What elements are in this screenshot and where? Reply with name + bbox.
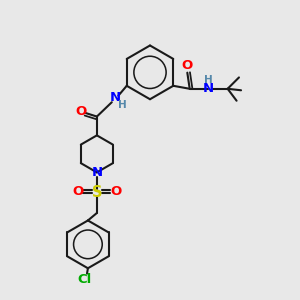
Text: N: N xyxy=(203,82,214,95)
Text: O: O xyxy=(110,185,121,198)
Text: Cl: Cl xyxy=(78,273,92,286)
Text: N: N xyxy=(110,91,121,104)
Text: O: O xyxy=(75,105,87,118)
Text: O: O xyxy=(72,185,84,198)
Text: N: N xyxy=(91,166,102,179)
Text: H: H xyxy=(118,100,127,110)
Text: S: S xyxy=(92,185,102,200)
Text: O: O xyxy=(182,59,193,72)
Text: H: H xyxy=(204,75,213,85)
